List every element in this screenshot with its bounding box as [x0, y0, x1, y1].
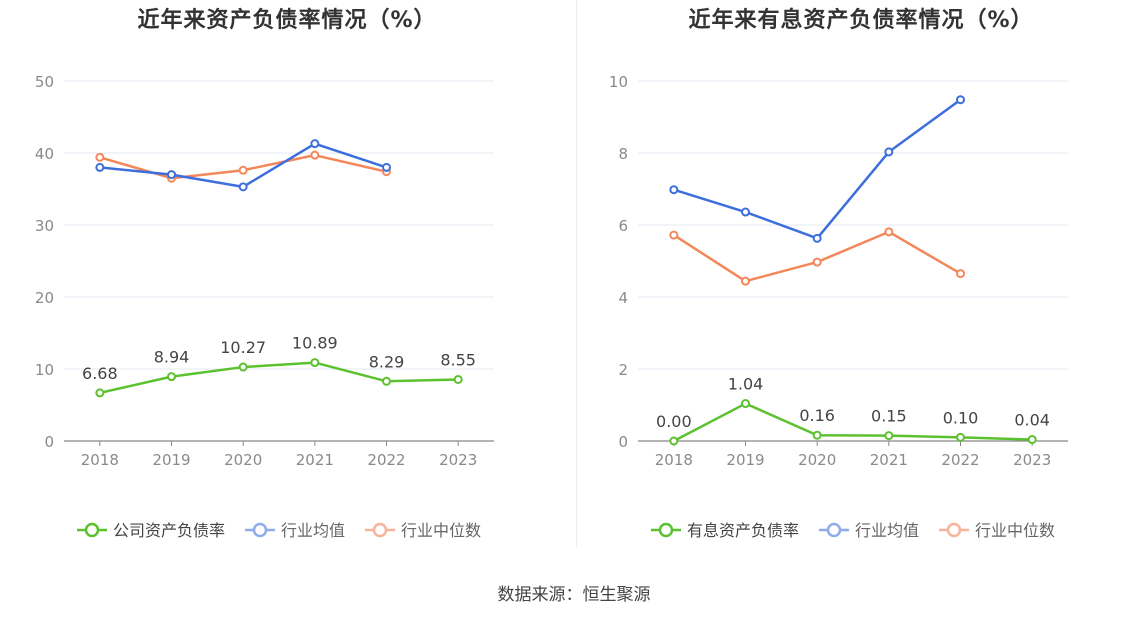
x-tick-label: 2019 [726, 451, 764, 469]
data-label: 8.55 [440, 350, 476, 369]
debt-ratio-chart: 0 10 20 30 40 50 2018 2019 2020 2021 2022 2023 6.68 8… [35, 73, 494, 540]
legend-item[interactable]: 有息资产负债率 [651, 521, 799, 540]
data-point [310, 150, 320, 160]
y-tick-label: 10 [609, 73, 628, 91]
data-label: 6.68 [82, 364, 118, 383]
legend-label: 行业均值 [281, 521, 345, 540]
data-point [453, 374, 463, 384]
data-point [1027, 435, 1037, 445]
chart-title: 近年来资产负债率情况（%） [137, 8, 437, 33]
legend-label: 公司资产负债率 [113, 521, 225, 540]
y-tick-label: 20 [35, 289, 54, 307]
data-source: 数据来源：恒生聚源 [497, 585, 651, 605]
data-point [812, 257, 822, 267]
panel-divider [576, 0, 577, 548]
interest-debt-ratio-chart: 0 2 4 6 8 10 2018 2019 2020 2021 2022 2023 0.00 1.04 0… [609, 73, 1068, 540]
data-point [310, 358, 320, 368]
data-label: 10.89 [292, 334, 338, 353]
data-label: 8.94 [154, 348, 190, 367]
data-point [956, 95, 965, 105]
data-point [95, 162, 105, 172]
data-point [95, 152, 105, 162]
data-point [167, 170, 176, 180]
x-tick-label: 2023 [439, 451, 477, 469]
data-point [95, 388, 105, 398]
legend-label: 行业中位数 [401, 521, 481, 540]
data-label: 1.04 [728, 375, 764, 394]
data-point [382, 376, 391, 386]
y-tick-label: 0 [618, 433, 628, 451]
y-tick-label: 4 [618, 289, 628, 307]
y-tick-label: 10 [35, 361, 54, 379]
data-label: 0.15 [871, 407, 907, 426]
data-point [741, 276, 750, 286]
data-label: 0.00 [656, 412, 692, 431]
data-point [741, 207, 750, 217]
x-tick-label: 2018 [81, 451, 119, 469]
chart-panel-left: 近年来资产负债率情况（%） 0 10 20 30 40 50 2018 2019 2020 202… [0, 0, 574, 560]
legend-item[interactable]: 行业中位数 [939, 521, 1055, 540]
y-tick-label: 30 [35, 217, 54, 235]
series-line [673, 402, 1033, 443]
x-tick-label: 2022 [367, 451, 405, 469]
y-tick-label: 0 [44, 433, 54, 451]
series-line [673, 98, 962, 240]
data-point [669, 436, 679, 446]
x-tick-label: 2021 [870, 451, 908, 469]
data-point [669, 230, 679, 240]
y-tick-label: 2 [618, 361, 628, 379]
data-point [741, 399, 750, 409]
legend-label: 有息资产负债率 [687, 521, 799, 540]
data-point [956, 269, 965, 279]
data-point [812, 233, 822, 243]
x-tick-label: 2020 [224, 451, 262, 469]
x-tick-label: 2023 [1013, 451, 1051, 469]
y-tick-label: 6 [618, 217, 628, 235]
y-tick-label: 40 [35, 145, 54, 163]
data-label: 0.16 [799, 406, 835, 425]
legend-label: 行业中位数 [975, 521, 1055, 540]
data-point [382, 162, 391, 172]
data-label: 0.04 [1014, 411, 1050, 430]
data-point [884, 147, 894, 157]
x-tick-label: 2019 [152, 451, 190, 469]
data-label: 0.10 [943, 408, 979, 427]
data-point [669, 185, 679, 195]
data-point [812, 430, 822, 440]
data-point [310, 139, 320, 149]
x-tick-label: 2022 [941, 451, 979, 469]
data-point [884, 227, 894, 237]
data-label: 8.29 [369, 352, 405, 371]
chart-title: 近年来有息资产负债率情况（%） [688, 8, 1034, 33]
x-tick-label: 2020 [798, 451, 836, 469]
x-tick-label: 2021 [296, 451, 334, 469]
series-line [99, 361, 459, 395]
legend-item[interactable]: 行业均值 [245, 521, 345, 540]
data-point [238, 182, 248, 192]
legend-item[interactable]: 行业均值 [819, 521, 919, 540]
legend-item[interactable]: 行业中位数 [365, 521, 481, 540]
y-tick-label: 8 [618, 145, 628, 163]
data-point [167, 372, 176, 382]
y-tick-label: 50 [35, 73, 54, 91]
data-point [956, 432, 965, 442]
legend-item[interactable]: 公司资产负债率 [77, 521, 225, 540]
data-label: 10.27 [220, 338, 266, 357]
data-point [884, 431, 894, 441]
chart-panel-right: 近年来有息资产负债率情况（%） 0 2 4 6 8 10 2018 2019 2020 2021 2… [574, 0, 1148, 560]
data-point [238, 362, 248, 372]
data-point [238, 165, 248, 175]
series-line [99, 142, 387, 189]
legend-label: 行业均值 [855, 521, 919, 540]
x-tick-label: 2018 [655, 451, 693, 469]
